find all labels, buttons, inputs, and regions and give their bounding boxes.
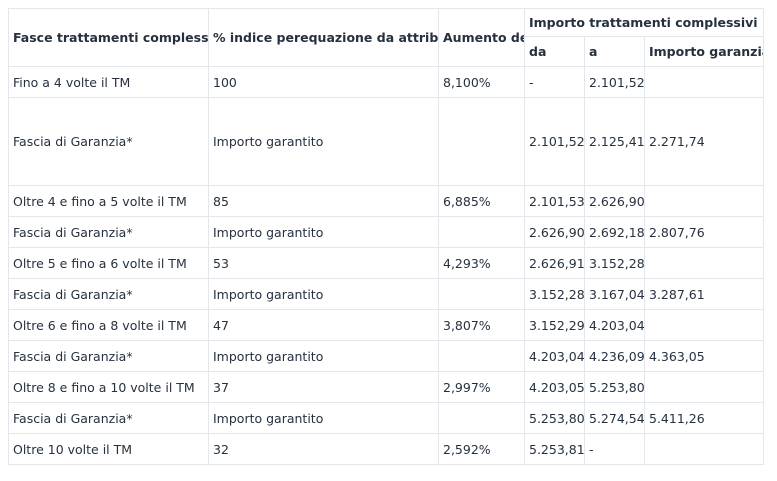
header-aumento: Aumento del <box>438 8 525 67</box>
table-row: Fascia di Garanzia* Importo garantito 4.… <box>8 340 765 372</box>
cell-indice: 37 <box>208 371 439 403</box>
header-da: da <box>524 36 585 67</box>
cell-a: 2.125,41 <box>584 97 645 186</box>
cell-da: 2.626,91 <box>524 247 585 279</box>
cell-garanzia <box>643 371 765 403</box>
table-row: Oltre 8 e fino a 10 volte il TM 37 2,997… <box>8 371 765 403</box>
header-fasce: Fasce trattamenti complessivi <box>8 8 209 67</box>
header-a: a <box>584 36 645 67</box>
cell-a: 3.152,28 <box>584 247 645 279</box>
cell-fascia: Fascia di Garanzia* <box>8 278 209 310</box>
cell-fascia: Fascia di Garanzia* <box>8 216 209 248</box>
table-row: Oltre 10 volte il TM 32 2,592% 5.253,81 … <box>8 433 765 465</box>
cell-fascia: Oltre 4 e fino a 5 volte il TM <box>8 185 209 217</box>
table-row: Fascia di Garanzia* Importo garantito 2.… <box>8 216 765 248</box>
cell-fascia: Oltre 6 e fino a 8 volte il TM <box>8 309 209 341</box>
cell-indice: 32 <box>208 433 439 465</box>
cell-a: 5.253,80 <box>584 371 645 403</box>
cell-indice: 85 <box>208 185 439 217</box>
cell-indice: Importo garantito <box>208 97 439 186</box>
cell-indice: 53 <box>208 247 439 279</box>
cell-fascia: Oltre 5 e fino a 6 volte il TM <box>8 247 209 279</box>
cell-fascia: Oltre 8 e fino a 10 volte il TM <box>8 371 209 403</box>
cell-a: 2.626,90 <box>584 185 645 217</box>
cell-aumento: 2,592% <box>438 433 525 465</box>
cell-fascia: Fascia di Garanzia* <box>8 97 209 186</box>
cell-da: 5.253,81 <box>524 433 585 465</box>
cell-fascia: Fascia di Garanzia* <box>8 340 209 372</box>
cell-aumento: 6,885% <box>438 185 525 217</box>
cell-indice: Importo garantito <box>208 340 439 372</box>
cell-aumento: 3,807% <box>438 309 525 341</box>
cell-indice: Importo garantito <box>208 278 439 310</box>
cell-fascia: Fascia di Garanzia* <box>8 402 209 434</box>
cell-a: 3.167,04 <box>584 278 645 310</box>
cell-aumento: 2,997% <box>438 371 525 403</box>
cell-fascia: Oltre 10 volte il TM <box>8 433 209 465</box>
cell-aumento <box>438 340 525 372</box>
table-row: Oltre 6 e fino a 8 volte il TM 47 3,807%… <box>8 309 765 341</box>
header-garanzia: Importo garanzia <box>643 36 765 67</box>
cell-da: 2.626,90 <box>524 216 585 248</box>
cell-da: 4.203,05 <box>524 371 585 403</box>
cell-garanzia <box>643 309 765 341</box>
cell-indice: Importo garantito <box>208 216 439 248</box>
cell-indice: 47 <box>208 309 439 341</box>
cell-da: 2.101,52 <box>524 97 585 186</box>
header-importo-group: Importo trattamenti complessivi <box>523 8 765 37</box>
cell-a: 5.274,54 <box>584 402 645 434</box>
cell-aumento <box>438 97 525 186</box>
cell-fascia: Fino a 4 volte il TM <box>8 66 209 98</box>
cell-garanzia: 2.807,76 <box>643 216 765 248</box>
cell-garanzia: 5.411,26 <box>643 402 765 434</box>
cell-garanzia: 3.287,61 <box>643 278 765 310</box>
header-indice: % indice perequazione da attribuire <box>208 8 439 67</box>
table-row: Fascia di Garanzia* Importo garantito 5.… <box>8 402 765 434</box>
table-row: Oltre 5 e fino a 6 volte il TM 53 4,293%… <box>8 247 765 279</box>
cell-a: - <box>584 433 645 465</box>
cell-a: 2.692,18 <box>584 216 645 248</box>
perequazione-table: Fasce trattamenti complessivi % indice p… <box>8 8 765 465</box>
cell-aumento <box>438 216 525 248</box>
cell-garanzia <box>643 185 765 217</box>
cell-da: 2.101,53 <box>524 185 585 217</box>
cell-a: 4.236,09 <box>584 340 645 372</box>
table-container: Fasce trattamenti complessivi % indice p… <box>8 8 765 465</box>
cell-garanzia <box>643 433 765 465</box>
cell-da: - <box>524 66 585 98</box>
cell-aumento: 4,293% <box>438 247 525 279</box>
cell-a: 4.203,04 <box>584 309 645 341</box>
cell-da: 3.152,29 <box>524 309 585 341</box>
table-row: Fascia di Garanzia* Importo garantito 3.… <box>8 278 765 310</box>
cell-a: 2.101,52 <box>584 66 645 98</box>
cell-da: 4.203,04 <box>524 340 585 372</box>
cell-aumento <box>438 402 525 434</box>
cell-da: 3.152,28 <box>524 278 585 310</box>
table-row: Fascia di Garanzia* Importo garantito 2.… <box>8 97 765 186</box>
table-row: Fino a 4 volte il TM 100 8,100% - 2.101,… <box>8 66 765 98</box>
table-row: Oltre 4 e fino a 5 volte il TM 85 6,885%… <box>8 185 765 217</box>
cell-da: 5.253,80 <box>524 402 585 434</box>
cell-aumento <box>438 278 525 310</box>
cell-garanzia <box>643 247 765 279</box>
cell-garanzia: 2.271,74 <box>643 97 765 186</box>
cell-garanzia <box>643 66 765 98</box>
cell-garanzia: 4.363,05 <box>643 340 765 372</box>
cell-aumento: 8,100% <box>438 66 525 98</box>
cell-indice: Importo garantito <box>208 402 439 434</box>
cell-indice: 100 <box>208 66 439 98</box>
